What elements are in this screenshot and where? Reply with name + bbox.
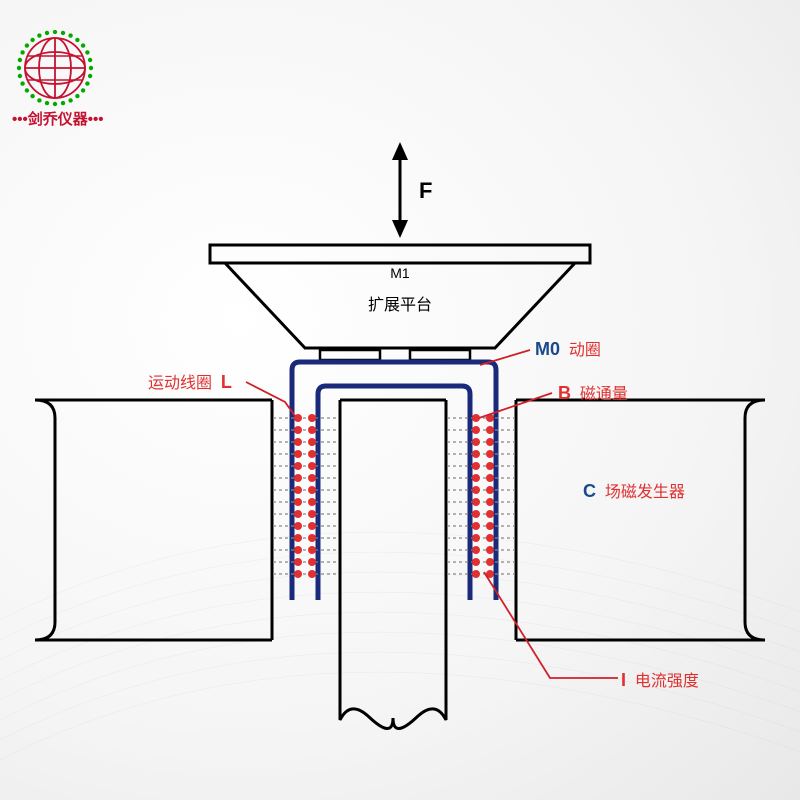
coil-dots	[294, 414, 494, 578]
connector-right	[410, 350, 470, 360]
force-arrow	[392, 142, 408, 238]
platform-top	[210, 245, 590, 263]
label-platform: 扩展平台	[368, 296, 432, 314]
label-m1: M1	[390, 265, 410, 281]
center-pole	[340, 400, 446, 729]
label-moving-coil: 运动线圈 L	[148, 369, 232, 393]
brand-logo	[15, 30, 95, 110]
armature-u	[292, 362, 496, 600]
yoke-right	[516, 400, 765, 640]
label-field-gen: C 场磁发生器	[583, 478, 685, 502]
label-current: I 电流强度	[621, 667, 699, 691]
label-flux: B 磁通量	[558, 380, 628, 404]
yoke-left	[35, 400, 272, 640]
label-force: F	[419, 178, 432, 204]
label-armature: M0 动圈	[535, 336, 601, 360]
connector-left	[320, 350, 380, 360]
brand-text: •••剑乔仪器•••	[12, 108, 104, 129]
